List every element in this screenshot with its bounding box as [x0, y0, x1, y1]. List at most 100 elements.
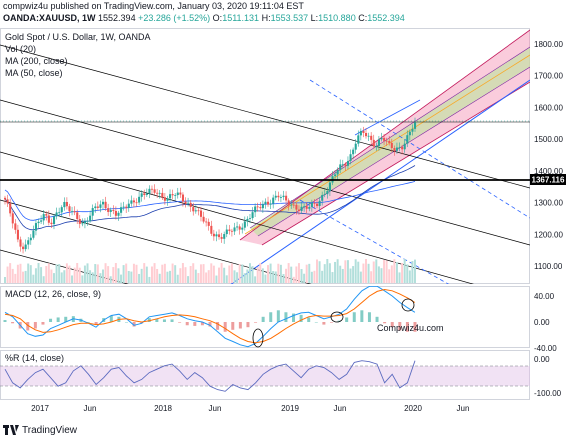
- candle: [101, 198, 105, 210]
- candle-body: [197, 210, 200, 212]
- candle-body: [305, 206, 308, 209]
- down-trendline-3[interactable]: [0, 151, 530, 300]
- volume-bar: [207, 270, 210, 283]
- volume-bar: [166, 271, 169, 283]
- candle: [81, 218, 84, 227]
- candle: [285, 191, 288, 205]
- macd-cross-circle-1[interactable]: [252, 328, 264, 348]
- wr-label[interactable]: %R (14, close): [5, 353, 64, 363]
- dashed-trendline-1[interactable]: [309, 79, 530, 219]
- macd-cross-circle-3[interactable]: [401, 298, 415, 312]
- ma200-indicator-label[interactable]: MA (200, close): [5, 56, 68, 66]
- volume-bar: [225, 275, 228, 283]
- macd-pane[interactable]: [3, 286, 417, 348]
- candle-body: [91, 208, 94, 216]
- macd-label[interactable]: MACD (12, 26, close, 9): [5, 289, 101, 299]
- volume-bar: [241, 264, 244, 283]
- volume-bar: [192, 263, 195, 283]
- candle: [14, 219, 17, 234]
- price-axis[interactable]: 1100.00 1200.00 1300.00 1400.00 1500.00 1600.…: [534, 40, 563, 271]
- candle: [6, 194, 9, 207]
- down-trendline-5[interactable]: [0, 249, 300, 330]
- candle-body: [295, 204, 298, 210]
- candle: [4, 195, 7, 205]
- candle: [205, 218, 208, 227]
- candle: [334, 170, 337, 181]
- wr-pane[interactable]: [0, 360, 530, 392]
- candle-body: [187, 202, 190, 204]
- candle: [22, 242, 25, 254]
- macd-histogram-bar: [367, 312, 371, 322]
- candle-body: [282, 195, 285, 198]
- macd-histogram-bar: [147, 318, 151, 322]
- candle: [171, 189, 174, 199]
- macd-histogram-bar: [238, 322, 242, 329]
- volume-bar: [334, 261, 337, 283]
- volume-bar: [352, 266, 355, 283]
- candle-body: [370, 135, 373, 140]
- volume-bar: [50, 269, 53, 283]
- channel-upper-line[interactable]: [239, 29, 530, 241]
- candle: [346, 156, 350, 170]
- price-pane[interactable]: [0, 29, 530, 330]
- candle: [145, 188, 148, 197]
- candle-body: [372, 139, 375, 147]
- candle-body: [78, 219, 81, 224]
- candle-body: [24, 244, 27, 250]
- time-tick-label: 2018: [154, 404, 172, 413]
- volume-bar: [380, 268, 383, 283]
- price-tick-label: 1600.00: [534, 103, 563, 112]
- symbol-label[interactable]: OANDA:XAUUSD, 1W: [3, 13, 96, 23]
- candle-body: [207, 221, 210, 226]
- volume-bar: [22, 271, 25, 283]
- volume-bar: [156, 268, 159, 283]
- volume-bar: [109, 276, 112, 283]
- candle: [225, 224, 228, 238]
- channel-lower-line[interactable]: [261, 81, 530, 246]
- candle: [233, 222, 236, 235]
- candle-body: [264, 201, 267, 205]
- candle: [328, 179, 331, 196]
- candle-body: [42, 214, 45, 221]
- candle-body: [176, 192, 179, 196]
- volume-bar: [32, 274, 35, 283]
- price-tick-label: 1700.00: [534, 72, 563, 81]
- dashed-trendline-2[interactable]: [299, 199, 450, 285]
- volume-bar: [349, 268, 352, 283]
- candle: [37, 218, 40, 228]
- candle-body: [81, 223, 84, 225]
- candle: [192, 202, 195, 216]
- macd-histogram-bar: [56, 317, 60, 322]
- volume-bar: [68, 265, 71, 283]
- vol-indicator-label[interactable]: Vol (20): [5, 44, 36, 54]
- volume-bar: [316, 259, 318, 283]
- candle-body: [52, 216, 56, 225]
- volume-bar: [96, 264, 99, 283]
- volume-bar: [403, 259, 406, 283]
- price-label-box: [530, 174, 566, 185]
- candle-body: [94, 206, 97, 209]
- candle-body: [181, 194, 185, 202]
- candle: [73, 206, 76, 216]
- volume-bar: [277, 263, 280, 283]
- footer-brand[interactable]: TradingView: [22, 424, 78, 436]
- macd-cross-circle-2[interactable]: [330, 311, 344, 323]
- down-trendline-2[interactable]: [0, 99, 530, 246]
- macd-histogram-bar: [352, 312, 356, 322]
- candle-body: [403, 143, 406, 150]
- volume-bar: [63, 270, 66, 283]
- volume-bar: [248, 263, 251, 283]
- time-axis[interactable]: 2017 Jun 2018 Jun 2019 Jun 2020 Jun: [31, 404, 469, 413]
- candle-body: [29, 237, 32, 241]
- candle-body: [218, 234, 221, 238]
- candle: [383, 134, 386, 146]
- candle-body: [220, 237, 223, 239]
- volume-bar: [34, 268, 37, 283]
- candle: [243, 216, 246, 231]
- candle-body: [267, 201, 270, 205]
- candle: [246, 216, 249, 227]
- down-trendline-1[interactable]: [0, 44, 530, 189]
- ma50-indicator-label[interactable]: MA (50, close): [5, 68, 63, 78]
- volume-bar: [339, 265, 342, 283]
